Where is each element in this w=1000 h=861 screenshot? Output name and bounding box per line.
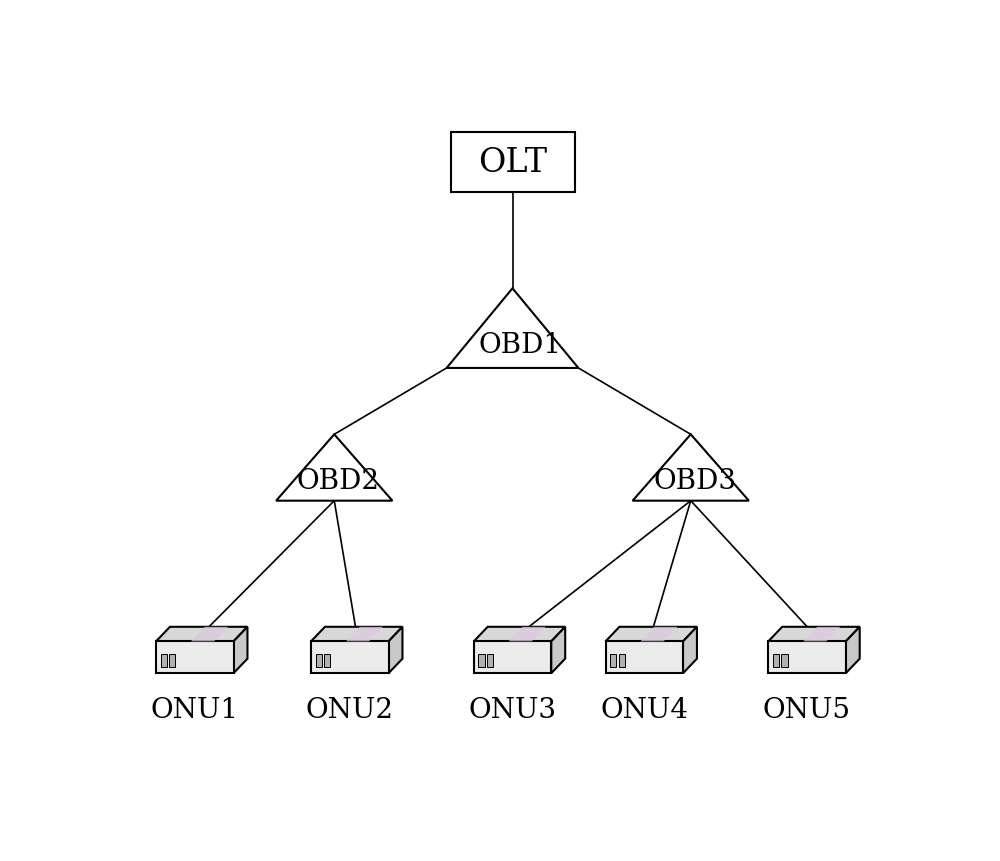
Polygon shape bbox=[606, 627, 697, 641]
Polygon shape bbox=[768, 627, 860, 641]
Text: ONU4: ONU4 bbox=[600, 697, 688, 723]
Polygon shape bbox=[474, 627, 565, 641]
Polygon shape bbox=[234, 627, 247, 673]
Bar bbox=[324, 654, 330, 666]
Bar bbox=[610, 654, 616, 666]
Polygon shape bbox=[156, 627, 247, 641]
Polygon shape bbox=[474, 641, 551, 673]
Bar bbox=[781, 654, 788, 666]
Polygon shape bbox=[191, 627, 228, 641]
Text: OBD1: OBD1 bbox=[479, 331, 562, 359]
Bar bbox=[487, 654, 493, 666]
Text: ONU5: ONU5 bbox=[763, 697, 851, 723]
Bar bbox=[619, 654, 625, 666]
Polygon shape bbox=[447, 289, 578, 369]
Text: ONU2: ONU2 bbox=[306, 697, 394, 723]
Polygon shape bbox=[311, 627, 402, 641]
Polygon shape bbox=[509, 627, 546, 641]
Bar bbox=[316, 654, 322, 666]
Polygon shape bbox=[606, 641, 683, 673]
Bar bbox=[773, 654, 779, 666]
Polygon shape bbox=[551, 627, 565, 673]
Bar bbox=[161, 654, 167, 666]
Polygon shape bbox=[388, 627, 402, 673]
Polygon shape bbox=[156, 641, 234, 673]
Polygon shape bbox=[633, 435, 749, 501]
Polygon shape bbox=[276, 435, 392, 501]
Text: OLT: OLT bbox=[478, 147, 547, 179]
Text: OBD2: OBD2 bbox=[297, 468, 380, 495]
Text: ONU1: ONU1 bbox=[151, 697, 239, 723]
Bar bbox=[169, 654, 175, 666]
Bar bbox=[450, 133, 574, 193]
Polygon shape bbox=[768, 641, 846, 673]
Polygon shape bbox=[683, 627, 697, 673]
Polygon shape bbox=[346, 627, 383, 641]
Polygon shape bbox=[640, 627, 678, 641]
Polygon shape bbox=[846, 627, 860, 673]
Polygon shape bbox=[311, 641, 388, 673]
Text: OBD3: OBD3 bbox=[653, 468, 736, 495]
Bar bbox=[478, 654, 485, 666]
Text: ONU3: ONU3 bbox=[468, 697, 556, 723]
Polygon shape bbox=[803, 627, 840, 641]
